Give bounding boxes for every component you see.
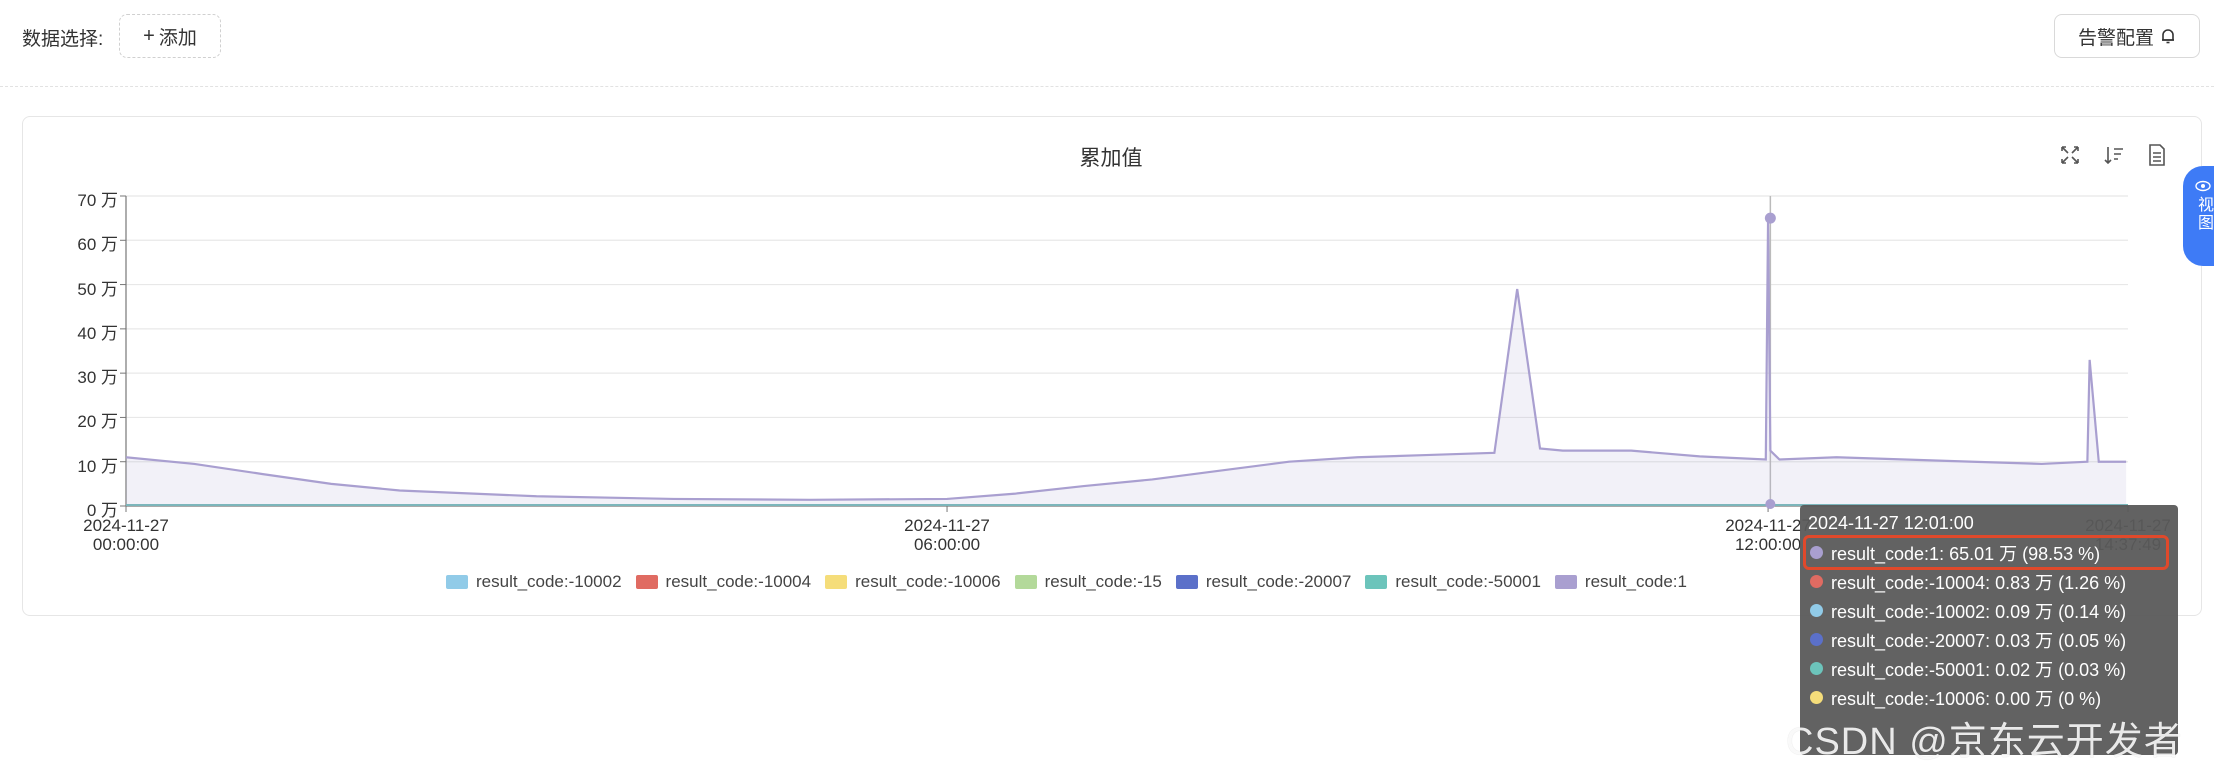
data-select-label: 数据选择: xyxy=(22,29,104,50)
series-area xyxy=(126,218,2127,506)
tooltip-row-text: result_code:-20007: 0.03 万 (0.05 %) xyxy=(1831,630,2127,651)
y-tick-label: 50 万 xyxy=(77,279,118,299)
highlight-point xyxy=(1765,499,1776,509)
legend-swatch xyxy=(1014,575,1037,589)
tooltip-row-text: result_code:-10006: 0.00 万 (0 %) xyxy=(1831,688,2102,709)
legend-item[interactable]: result_code:1 xyxy=(1554,572,1687,592)
tooltip-dot xyxy=(1810,691,1823,704)
top-toolbar: 数据选择: + 添加 告警配置 xyxy=(0,0,2214,72)
legend-label: result_code:-50001 xyxy=(1395,572,1541,591)
legend-label: result_code:1 xyxy=(1584,572,1687,591)
legend-item[interactable]: result_code:-10004 xyxy=(635,572,812,592)
tooltip-row: result_code:-10006: 0.00 万 (0 %) xyxy=(1806,683,2172,712)
x-tick-label: 2024-11-27 00:00:00 xyxy=(83,516,169,554)
tooltip-row: result_code:1: 65.01 万 (98.53 %) xyxy=(1803,535,2169,570)
y-tick-label: 30 万 xyxy=(77,368,118,388)
tooltip-dot xyxy=(1810,633,1823,646)
legend-label: result_code:-15 xyxy=(1044,572,1162,591)
legend-item[interactable]: result_code:-15 xyxy=(1014,572,1162,592)
tooltip-row: result_code:-20007: 0.03 万 (0.05 %) xyxy=(1806,625,2172,654)
alarm-config-label: 告警配置 xyxy=(2077,27,2154,49)
y-tick-label: 0 万 xyxy=(86,501,118,520)
legend-label: result_code:-10002 xyxy=(476,572,622,591)
bell-icon xyxy=(2162,29,2174,44)
eye-icon xyxy=(2195,180,2211,192)
side-tab-label: 视图 xyxy=(2195,196,2212,232)
tooltip-time: 2024-11-27 12:01:00 xyxy=(1808,513,1974,533)
tooltip-row: result_code:-10002: 0.09 万 (0.14 %) xyxy=(1806,596,2172,625)
tooltip-row: result_code:-10004: 0.83 万 (1.26 %) xyxy=(1806,567,2172,596)
legend-label: result_code:-20007 xyxy=(1205,572,1352,591)
legend-item[interactable]: result_code:-20007 xyxy=(1175,572,1352,592)
legend-swatch xyxy=(635,575,658,589)
add-button-label: 添加 xyxy=(158,27,197,49)
legend-item[interactable]: result_code:-10002 xyxy=(446,572,622,592)
chart-tooltip: 2024-11-27 12:01:00 result_code:1: 65.01… xyxy=(1800,505,2178,755)
watermark-text: CSDN @京东云开发者 xyxy=(1786,721,2183,763)
tooltip-row-text: result_code:-10004: 0.83 万 (1.26 %) xyxy=(1831,572,2127,593)
tooltip-row: result_code:-50001: 0.02 万 (0.03 %) xyxy=(1806,654,2172,683)
view-side-tab[interactable]: 视图 xyxy=(2183,166,2214,266)
legend-swatch xyxy=(1175,575,1198,589)
legend-swatch xyxy=(825,575,848,589)
section-divider xyxy=(0,86,2214,87)
legend-label: result_code:-10006 xyxy=(855,572,1001,591)
series-line xyxy=(125,218,2127,501)
highlight-point xyxy=(1764,212,1776,224)
tooltip-dot xyxy=(1810,604,1823,617)
x-tick-label: 2024-11-27 12:00:00 xyxy=(1725,516,1811,554)
tooltip-row-text: result_code:-10002: 0.09 万 (0.14 %) xyxy=(1831,601,2127,622)
tooltip-row-text: result_code:-50001: 0.02 万 (0.03 %) xyxy=(1831,659,2127,680)
y-tick-label: 10 万 xyxy=(77,456,118,476)
legend-item[interactable]: result_code:-10006 xyxy=(825,572,1001,592)
tooltip-dot xyxy=(1810,546,1823,559)
tooltip-row-text: result_code:1: 65.01 万 (98.53 %) xyxy=(1831,543,2101,564)
fullscreen-icon[interactable] xyxy=(2055,140,2085,170)
chart-title: 累加值 xyxy=(1079,147,1143,170)
sort-icon[interactable] xyxy=(2099,140,2129,170)
add-data-button[interactable]: + 添加 xyxy=(119,14,221,58)
legend-swatch xyxy=(446,575,468,589)
x-tick-label: 2024-11-27 06:00:00 xyxy=(904,516,990,554)
legend-swatch xyxy=(1554,575,1577,589)
y-tick-label: 20 万 xyxy=(77,412,118,432)
legend-item[interactable]: result_code:-50001 xyxy=(1365,572,1541,592)
tooltip-dot xyxy=(1810,575,1823,588)
chart-legend: result_code:-10002 result_code:-10004 resu… xyxy=(446,572,1687,592)
y-tick-label: 40 万 xyxy=(77,323,118,343)
y-tick-label: 60 万 xyxy=(77,235,118,255)
plus-icon: + xyxy=(143,25,155,47)
document-icon[interactable] xyxy=(2142,140,2172,170)
tooltip-dot xyxy=(1810,662,1823,675)
legend-label: result_code:-10004 xyxy=(665,572,812,591)
alarm-config-button[interactable]: 告警配置 xyxy=(2054,14,2200,58)
legend-swatch xyxy=(1365,575,1388,589)
y-tick-label: 70 万 xyxy=(77,191,118,210)
